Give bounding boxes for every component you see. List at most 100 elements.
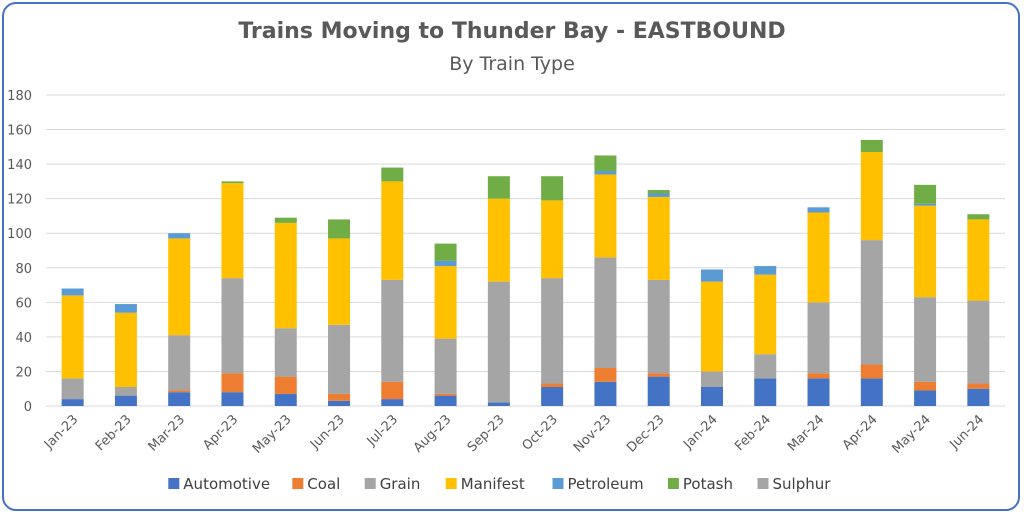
bar-segment-manifest <box>541 200 564 279</box>
bar-segment-automotive <box>700 386 723 406</box>
bar-segment-manifest <box>381 181 404 280</box>
bar-segment-grain <box>700 371 723 387</box>
bar-segment-manifest <box>274 222 297 329</box>
x-tick-label: May-24 <box>889 412 933 456</box>
bar-segment-manifest <box>754 274 777 355</box>
bar-segment-grain <box>967 300 990 384</box>
bar-segment-coal <box>434 393 457 396</box>
legend-label-automotive: Automotive <box>183 475 270 493</box>
legend-swatch-potash <box>667 478 679 489</box>
bar-segment-automotive <box>914 390 937 406</box>
bar-segment-coal <box>221 373 244 393</box>
bar-segment-manifest <box>647 196 670 280</box>
bar-segment-petroleum <box>700 269 723 282</box>
bar-segment-grain <box>61 378 84 400</box>
bar-segment-grain <box>754 354 777 379</box>
bar-segment-coal <box>274 376 297 394</box>
legend-swatch-manifest <box>445 478 457 489</box>
legend-label-petroleum: Petroleum <box>568 475 644 493</box>
bar-segment-grain <box>487 281 510 403</box>
x-tick-label: Jun-24 <box>946 412 987 453</box>
legend-swatch-sulphur <box>757 478 769 489</box>
bar-segment-manifest <box>967 219 990 301</box>
bar-segment-manifest <box>114 312 137 387</box>
bar-segment-potash <box>541 176 564 201</box>
bar-segment-coal <box>541 383 564 387</box>
bar-segment-automotive <box>274 393 297 406</box>
bar-segment-automotive <box>328 400 351 406</box>
bar-segment-automotive <box>221 392 244 406</box>
bar-segment-automotive <box>381 399 404 406</box>
x-tick-label: Apr-24 <box>840 412 881 453</box>
bar-segment-grain <box>647 279 670 374</box>
gridlines <box>46 94 1005 407</box>
x-tick-label: Aug-23 <box>411 412 455 456</box>
bar-segment-petroleum <box>434 260 457 267</box>
bar-segment-potash <box>914 184 937 204</box>
bar-segment-manifest <box>914 205 937 298</box>
legend-swatch-petroleum <box>552 478 564 489</box>
bar-segment-grain <box>221 278 244 374</box>
bar-segment-potash <box>221 181 244 184</box>
y-tick-label: 40 <box>15 331 32 346</box>
bars <box>61 139 990 406</box>
bar-segment-potash <box>967 214 990 220</box>
bar-segment-potash <box>647 190 670 194</box>
y-tick-label: 160 <box>7 124 32 139</box>
bar-segment-coal <box>328 393 351 401</box>
bar-segment-automotive <box>434 395 457 406</box>
bar-segment-petroleum <box>114 304 137 313</box>
bar-segment-coal <box>594 367 617 382</box>
bar-segment-automotive <box>541 386 564 406</box>
y-tick-label: 100 <box>7 227 32 242</box>
x-tick-label: Jan-24 <box>680 412 721 453</box>
bar-segment-potash <box>594 155 617 172</box>
bar-segment-petroleum <box>594 171 617 175</box>
bar-segment-petroleum <box>807 207 830 213</box>
bar-segment-automotive <box>860 378 883 406</box>
bar-segment-automotive <box>647 376 670 406</box>
x-tick-label: Mar-23 <box>146 412 188 454</box>
x-tick-label: Dec-23 <box>624 412 667 455</box>
bar-segment-automotive <box>487 402 510 406</box>
bar-segment-automotive <box>594 381 617 406</box>
legend-swatch-automotive <box>168 478 180 489</box>
bar-segment-potash <box>274 217 297 223</box>
legend-swatch-coal <box>292 478 304 489</box>
legend-label-grain: Grain <box>380 475 421 493</box>
bar-segment-automotive <box>807 378 830 406</box>
legend-label-sulphur: Sulphur <box>773 475 832 493</box>
x-tick-label: Jan-23 <box>41 412 82 453</box>
bar-segment-petroleum <box>168 233 191 239</box>
bar-segment-grain <box>807 302 830 374</box>
x-tick-label: Feb-23 <box>93 412 135 454</box>
bar-segment-potash <box>487 176 510 199</box>
bar-segment-automotive <box>754 378 777 406</box>
bar-segment-coal <box>860 364 883 379</box>
chart-title: Trains Moving to Thunder Bay - EASTBOUND <box>238 19 785 44</box>
bar-segment-manifest <box>328 238 351 325</box>
bar-segment-manifest <box>487 198 510 282</box>
x-tick-label: Nov-23 <box>571 412 614 455</box>
bar-segment-manifest <box>221 183 244 279</box>
bar-segment-coal <box>647 373 670 377</box>
x-tick-label: Apr-23 <box>200 412 241 453</box>
bar-segment-grain <box>541 278 564 384</box>
bar-segment-coal <box>807 373 830 379</box>
bar-segment-grain <box>594 257 617 368</box>
bar-segment-grain <box>860 240 883 365</box>
bar-segment-petroleum <box>914 203 937 206</box>
bar-segment-automotive <box>114 395 137 406</box>
legend-label-potash: Potash <box>683 475 733 493</box>
bar-segment-potash <box>381 167 404 182</box>
legend-label-manifest: Manifest <box>461 475 525 493</box>
bar-segment-potash <box>434 243 457 261</box>
chart-subtitle: By Train Type <box>449 53 575 75</box>
y-axis-ticks: 0 20 40 60 80 100 120 140 160 180 <box>7 89 32 415</box>
bar-segment-manifest <box>168 238 191 336</box>
bar-segment-petroleum <box>647 193 670 197</box>
bar-segment-coal <box>967 383 990 389</box>
y-tick-label: 20 <box>15 365 32 380</box>
bar-segment-grain <box>114 386 137 396</box>
